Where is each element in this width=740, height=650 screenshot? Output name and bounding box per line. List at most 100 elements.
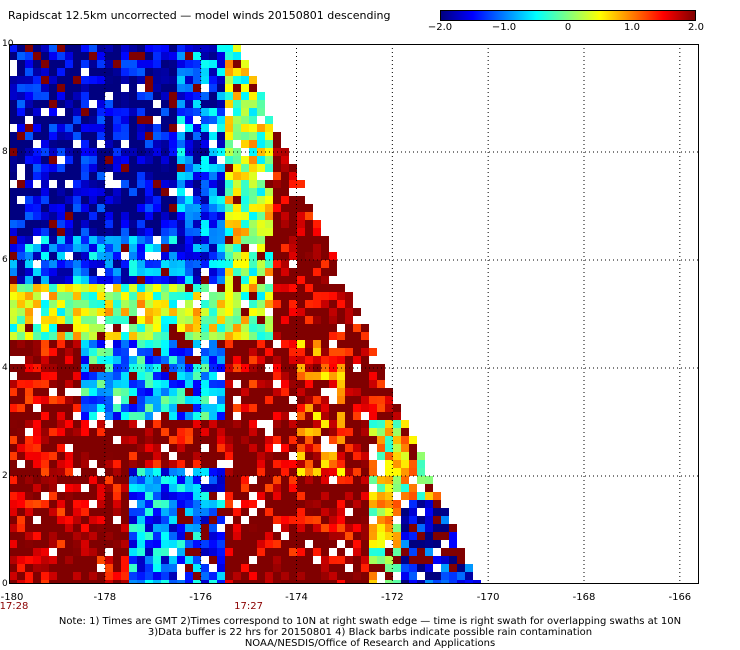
data-cell [89,52,97,60]
data-cell [161,572,169,580]
data-cell [281,308,289,316]
data-cell [417,548,425,556]
data-cell [401,452,409,460]
data-cell [25,180,33,188]
data-cell [121,540,129,548]
data-cell [393,556,401,564]
data-cell [121,556,129,564]
data-cell [153,268,161,276]
data-cell [105,500,113,508]
data-cell [177,60,185,68]
data-cell [289,468,297,476]
data-cell [145,60,153,68]
data-cell [145,284,153,292]
data-cell [337,404,345,412]
data-cell [17,60,25,68]
data-cell [185,340,193,348]
data-cell [241,220,249,228]
data-cell [225,324,233,332]
data-cell [65,548,73,556]
data-cell [273,556,281,564]
data-cell [81,116,89,124]
data-cell [361,348,369,356]
data-cell [385,388,393,396]
data-cell [73,356,81,364]
data-cell [241,428,249,436]
data-cell [9,332,17,340]
data-cell [353,356,361,364]
data-cell [33,324,41,332]
data-cell [49,188,57,196]
data-cell [17,44,25,52]
data-cell [401,572,409,580]
data-cell [169,76,177,84]
data-cell [305,380,313,388]
data-cell [25,132,33,140]
data-cell [337,532,345,540]
data-cell [249,308,257,316]
data-cell [177,500,185,508]
data-cell [241,268,249,276]
data-cell [145,404,153,412]
data-cell [129,204,137,212]
data-cell [265,236,273,244]
data-cell [129,84,137,92]
data-cell [233,84,241,92]
data-cell [209,452,217,460]
data-cell [193,60,201,68]
data-cell [161,508,169,516]
data-cell [273,236,281,244]
data-cell [225,316,233,324]
data-cell [401,532,409,540]
data-cell [121,524,129,532]
data-cell [65,436,73,444]
data-cell [361,332,369,340]
data-cell [169,500,177,508]
data-cell [185,228,193,236]
data-cell [113,356,121,364]
data-cell [57,332,65,340]
data-cell [217,196,225,204]
data-cell [41,532,49,540]
data-cell [41,420,49,428]
data-cell [169,404,177,412]
data-cell [49,420,57,428]
data-cell [385,396,393,404]
data-cell [265,492,273,500]
data-cell [217,108,225,116]
data-cell [273,228,281,236]
data-cell [361,468,369,476]
data-cell [209,436,217,444]
data-cell [81,436,89,444]
data-cell [409,436,417,444]
data-cell [297,268,305,276]
data-cell [233,244,241,252]
data-cell [9,348,17,356]
data-cell [161,356,169,364]
data-cell [177,428,185,436]
data-cell [113,92,121,100]
data-cell [17,436,25,444]
data-cell [17,244,25,252]
data-cell [49,228,57,236]
data-cell [73,460,81,468]
data-cell [65,260,73,268]
data-cell [233,572,241,580]
data-cell [249,356,257,364]
data-cell [17,372,25,380]
data-cell [257,132,265,140]
data-cell [201,308,209,316]
data-cell [65,52,73,60]
data-cell [265,244,273,252]
data-cell [289,324,297,332]
data-cell [25,548,33,556]
data-cell [153,284,161,292]
data-cell [57,380,65,388]
data-cell [241,124,249,132]
data-cell [217,180,225,188]
data-cell [49,156,57,164]
data-cell [9,196,17,204]
data-cell [97,180,105,188]
data-cell [89,412,97,420]
data-cell [25,172,33,180]
